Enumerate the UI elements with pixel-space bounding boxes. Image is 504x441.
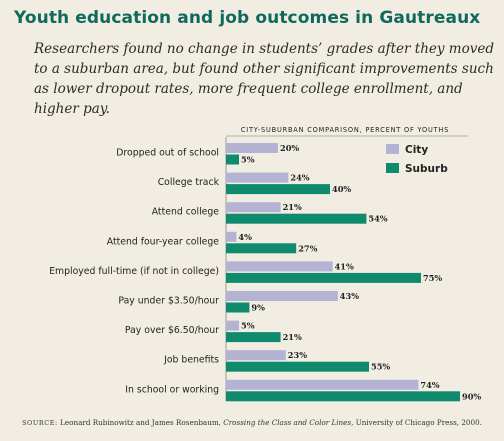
value-label: 4% [238, 232, 252, 242]
legend-swatch-suburb [386, 163, 399, 173]
bar-city [226, 231, 237, 242]
chart-title: CITY-SUBURBAN COMPARISON, PERCENT OF YOU… [241, 126, 449, 134]
value-label: 5% [241, 321, 255, 331]
legend-label-suburb: Suburb [405, 163, 448, 175]
bar-city [226, 350, 286, 361]
category-label: Pay under $3.50/hour [118, 296, 219, 307]
category-label: Employed full-time (if not in college) [49, 266, 219, 277]
value-label: 41% [335, 261, 354, 271]
value-label: 23% [288, 350, 307, 360]
value-label: 90% [462, 391, 481, 401]
value-label: 40% [332, 184, 351, 194]
legend: City Suburb [386, 144, 448, 175]
source-authors: Leonard Rubinowitz and James Rosenbaum, [60, 418, 221, 427]
value-label: 75% [423, 273, 442, 283]
bar-city [226, 202, 281, 213]
bar-suburb [226, 213, 367, 224]
value-label: 27% [298, 243, 317, 253]
value-label: 20% [280, 143, 299, 153]
legend-label-city: City [405, 144, 428, 156]
bar-suburb [226, 243, 297, 254]
category-label: Dropped out of school [116, 148, 219, 159]
category-label: Job benefits [163, 355, 219, 366]
value-label: 43% [340, 291, 359, 301]
bar-suburb [226, 184, 330, 195]
source-publisher: , University of Chicago Press, 2000. [351, 418, 482, 427]
bar-city [226, 143, 278, 153]
category-label: In school or working [125, 384, 219, 395]
category-label: College track [158, 177, 220, 188]
category-label: Attend college [152, 207, 220, 218]
bar-chart: CITY-SUBURBAN COMPARISON, PERCENT OF YOU… [49, 126, 481, 402]
value-label: 21% [283, 332, 302, 342]
bar-city [226, 320, 239, 331]
bar-suburb [226, 391, 460, 402]
bar-city [226, 261, 333, 272]
value-label: 21% [283, 202, 302, 212]
bar-suburb [226, 272, 421, 283]
value-label: 54% [368, 214, 387, 224]
category-label: Pay over $6.50/hour [125, 325, 219, 336]
bar-city [226, 172, 289, 183]
value-label: 24% [290, 173, 309, 183]
bar-city [226, 291, 338, 301]
bars-group: Dropped out of school 20% 5% College track 2… [49, 143, 481, 402]
value-label: 5% [241, 155, 255, 165]
bar-suburb [226, 154, 239, 165]
value-label: 9% [251, 303, 265, 313]
page-title: Youth education and job outcomes in Gaut… [14, 8, 481, 28]
source-note: source: Leonard Rubinowitz and James Ros… [0, 418, 504, 427]
bar-suburb [226, 332, 281, 343]
legend-swatch-city [386, 144, 399, 154]
bar-city [226, 379, 419, 390]
category-label: Attend four-year college [107, 236, 220, 247]
page-subtitle: Researchers found no change in students’… [34, 41, 494, 117]
source-label: source: [22, 419, 58, 427]
value-label: 74% [420, 380, 439, 390]
bar-suburb [226, 361, 369, 372]
source-book: Crossing the Class and Color Lines [223, 418, 352, 427]
value-label: 55% [371, 362, 390, 372]
bar-suburb [226, 302, 250, 313]
